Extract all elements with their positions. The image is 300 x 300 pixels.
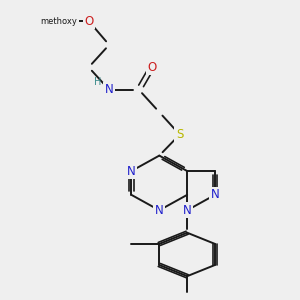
- Text: N: N: [183, 204, 191, 217]
- Text: N: N: [127, 164, 136, 178]
- Text: S: S: [176, 128, 183, 141]
- Text: H: H: [94, 77, 101, 87]
- Text: O: O: [147, 61, 157, 74]
- Text: N: N: [105, 83, 113, 96]
- Text: N: N: [155, 204, 164, 217]
- Text: N: N: [211, 188, 219, 201]
- Text: O: O: [84, 14, 93, 28]
- Text: methoxy: methoxy: [40, 16, 77, 26]
